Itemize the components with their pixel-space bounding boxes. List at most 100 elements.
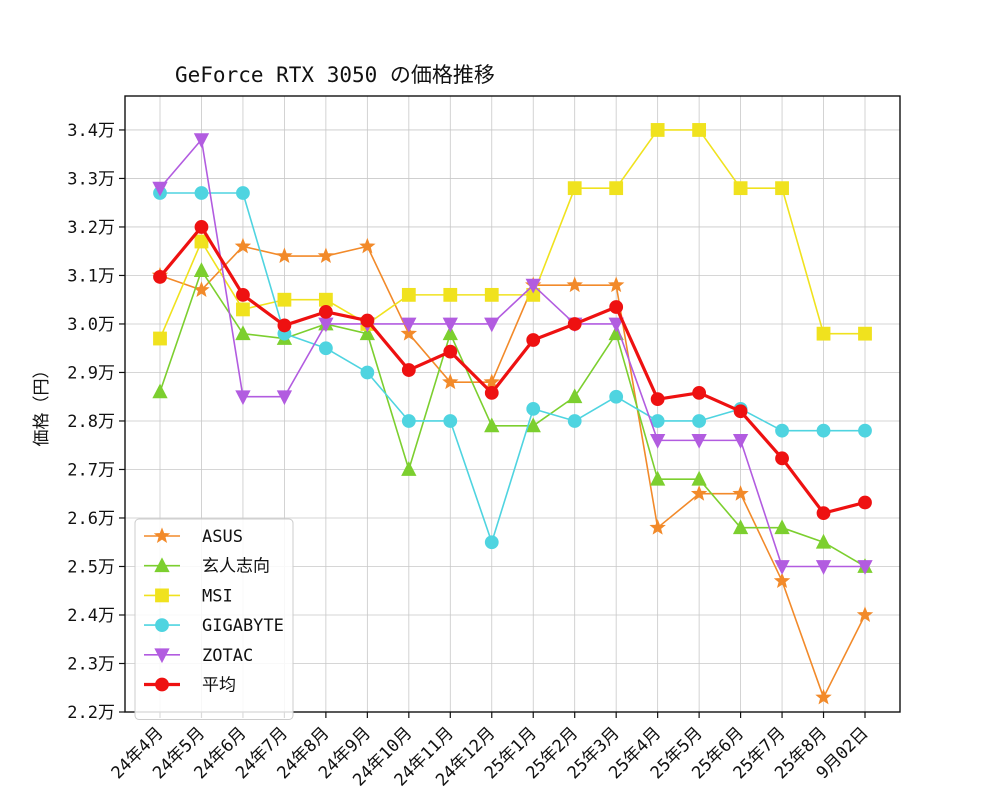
data-point — [649, 470, 666, 486]
legend-label: ASUS — [202, 527, 243, 547]
data-point — [567, 388, 583, 404]
legend: ASUS 玄人志向 MSI GIGABYTE ZOTAC 平均 — [134, 518, 294, 720]
legend-marker — [154, 557, 170, 573]
data-point — [567, 317, 582, 331]
data-point — [857, 560, 873, 575]
data-point — [609, 300, 624, 314]
series-line — [159, 129, 865, 339]
y-tick-label: 2.5万 — [67, 557, 115, 577]
legend-entry: ASUS — [144, 527, 243, 547]
series-ASUS — [151, 237, 874, 705]
series-玄人志向 — [152, 262, 873, 573]
legend-marker — [155, 677, 169, 692]
y-tick-label: 3.1万 — [67, 266, 115, 286]
data-point — [484, 287, 499, 302]
data-point — [401, 461, 417, 476]
legend-label: 玄人志向 — [202, 557, 270, 577]
data-point — [775, 451, 789, 466]
data-point — [484, 535, 499, 550]
series-layer — [151, 123, 874, 705]
legend-entry: 平均 — [144, 676, 236, 696]
legend-box — [134, 518, 294, 720]
data-point — [442, 317, 458, 333]
data-point — [359, 237, 376, 254]
data-point — [815, 533, 832, 549]
data-point — [276, 247, 293, 264]
y-tick-label: 2.2万 — [67, 703, 115, 723]
data-point — [234, 237, 252, 254]
data-point — [194, 234, 209, 249]
data-point — [317, 247, 335, 264]
data-point — [858, 326, 872, 341]
data-point — [732, 485, 749, 501]
data-point — [235, 390, 251, 406]
data-point — [816, 423, 831, 438]
data-point — [775, 181, 789, 196]
data-point — [401, 414, 416, 428]
data-point — [650, 392, 665, 407]
y-tick-label: 3.4万 — [67, 121, 115, 141]
series-line — [159, 138, 865, 568]
data-point — [649, 433, 666, 449]
data-point — [359, 325, 376, 341]
data-point — [194, 220, 209, 234]
y-tick-label: 2.6万 — [67, 509, 115, 529]
data-point — [318, 292, 333, 307]
data-point — [318, 341, 333, 356]
series-MSI — [153, 123, 872, 346]
data-point — [318, 304, 333, 319]
data-point — [816, 506, 831, 521]
data-point — [815, 688, 832, 705]
data-point — [193, 262, 210, 278]
series-line — [160, 192, 865, 544]
data-point — [773, 572, 791, 589]
legend-marker — [155, 618, 169, 632]
data-point — [609, 181, 624, 196]
series-line — [159, 245, 866, 699]
legend-label: ZOTAC — [202, 646, 253, 666]
data-point — [152, 383, 168, 399]
data-point — [443, 287, 458, 302]
data-point — [732, 519, 749, 535]
data-point — [236, 186, 250, 200]
y-tick-label: 2.7万 — [67, 460, 115, 480]
data-point — [858, 423, 872, 438]
data-point — [443, 344, 458, 359]
data-point — [608, 317, 624, 333]
data-point — [193, 133, 210, 149]
data-point — [691, 433, 707, 449]
legend-marker — [154, 648, 170, 664]
data-point — [484, 417, 500, 433]
data-point — [649, 519, 666, 535]
y-tick-label: 2.4万 — [67, 606, 115, 626]
legend-marker — [155, 588, 169, 603]
data-point — [152, 181, 168, 197]
data-point — [815, 560, 832, 575]
data-point — [236, 302, 250, 317]
data-point — [277, 318, 292, 333]
y-tick-label: 2.9万 — [67, 363, 115, 383]
data-point — [443, 414, 458, 428]
data-point — [484, 317, 500, 333]
data-point — [526, 401, 541, 416]
data-point — [525, 278, 541, 294]
data-point — [732, 433, 749, 449]
data-point — [733, 404, 748, 419]
data-point — [484, 385, 499, 400]
series-line — [159, 269, 866, 568]
data-point — [525, 417, 541, 433]
data-point — [236, 287, 250, 302]
data-point — [235, 325, 251, 341]
data-point — [690, 485, 708, 501]
data-point — [194, 186, 209, 200]
data-point — [692, 414, 707, 428]
data-point — [153, 331, 167, 346]
legend-entry: GIGABYTE — [144, 616, 284, 636]
data-point — [691, 470, 707, 486]
data-point — [277, 292, 292, 307]
data-point — [442, 325, 458, 341]
data-point — [567, 414, 582, 428]
series-line — [158, 225, 866, 515]
chart-title: GeForce RTX 3050 の価格推移 — [175, 63, 495, 87]
data-point — [858, 495, 872, 510]
